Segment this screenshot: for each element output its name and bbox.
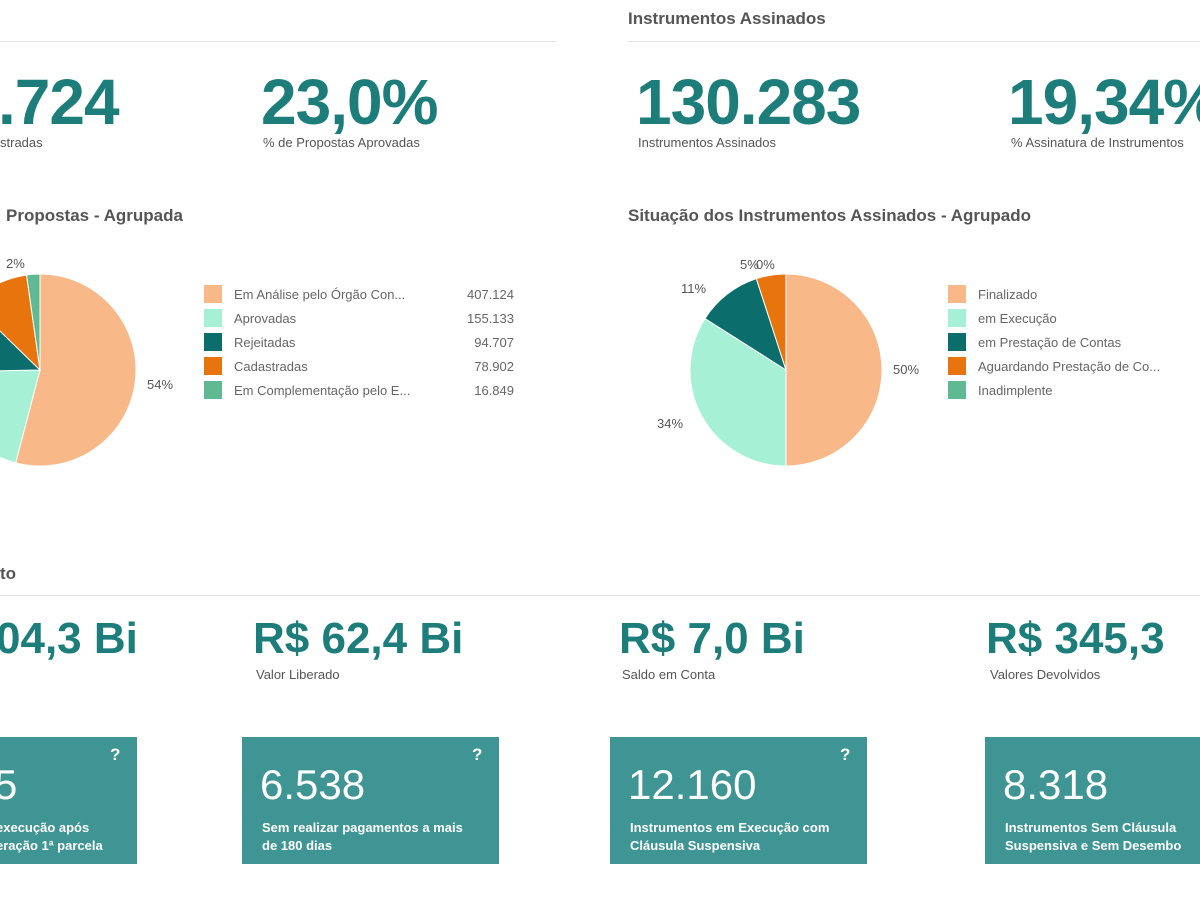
money-valores-devolvidos-clip: R$ 345,3 Valores Devolvidos — [986, 616, 1200, 686]
chart-right-pie — [689, 273, 883, 467]
money-valores-devolvidos-label: Valores Devolvidos — [990, 667, 1101, 682]
legend-swatch — [204, 381, 222, 399]
pie-slice-2[interactable] — [689, 317, 787, 467]
legend-value: 94.707 — [474, 334, 514, 350]
divider-top-right — [628, 41, 1200, 42]
section-title-instrumentos: Instrumentos Assinados — [628, 9, 826, 28]
chart-right-pct-0: 0% — [756, 257, 775, 272]
help-icon[interactable]: ? — [840, 745, 851, 764]
legend-item[interactable]: Inadimplente — [948, 380, 1200, 400]
legend-label: em Prestação de Contas — [978, 334, 1122, 350]
chart-right-pct-11: 11% — [681, 281, 707, 296]
chart-right-legend: Finalizado em Execução em Prestação de C… — [948, 284, 1200, 404]
chart-left-pct-2: 2% — [6, 256, 25, 271]
legend-label: Em Análise pelo Órgão Con... — [234, 286, 406, 302]
alert-card-value: 8.318 — [1003, 761, 1109, 808]
legend-label: Aguardando Prestação de Co... — [978, 358, 1161, 374]
alert-card-desc-line: Cláusula Suspensiva — [630, 838, 761, 853]
kpi-assinatura-clip: 19,34% % Assinatura de Instrumentos — [1008, 70, 1200, 160]
legend-item[interactable]: Aprovadas 155.133 — [204, 308, 514, 328]
chart-right-pct-34: 34% — [657, 416, 684, 431]
divider-top-left — [0, 41, 556, 42]
alert-card-sem-pagamentos[interactable]: 6.538 Sem realizar pagamentos a mais de … — [242, 737, 499, 864]
legend-value: 407.124 — [467, 286, 514, 302]
legend-item[interactable]: Aguardando Prestação de Co... — [948, 356, 1200, 376]
alert-card-desc-line: execução após — [0, 820, 90, 835]
kpi-propostas-aprovadas-label: % de Propostas Aprovadas — [263, 135, 420, 150]
chart-right-title: Situação dos Instrumentos Assinados - Ag… — [628, 206, 1032, 225]
alert-card-execucao-apos-parcela[interactable]: 5 execução após eração 1ª parcela ? — [0, 737, 137, 864]
chart-right-pct-5: 5% — [740, 257, 759, 272]
legend-item[interactable]: Em Complementação pelo E... 16.849 — [204, 380, 514, 400]
alert-card-description: execução após eração 1ª parcela — [0, 819, 136, 855]
legend-value: 155.133 — [467, 310, 514, 326]
kpi-instrumentos-assinados-value: 130.283 — [636, 66, 861, 138]
alert-card-sem-clausula-sem-desembolso[interactable]: 8.318 Instrumentos Sem Cláusula Suspensi… — [985, 737, 1200, 864]
money-valor-total-value: 04,3 Bi — [0, 614, 138, 663]
alert-card-desc-line: Instrumentos Sem Cláusula — [1005, 820, 1177, 835]
alert-card-value: 12.160 — [628, 761, 757, 808]
pie-slice-5[interactable] — [25, 273, 41, 371]
legend-swatch — [948, 333, 966, 351]
legend-swatch — [948, 381, 966, 399]
kpi-propostas-cadastradas-value: .724 — [0, 66, 120, 138]
pie-slice-2[interactable] — [0, 369, 41, 464]
alert-card-clausula-suspensiva[interactable]: 12.160 Instrumentos em Execução com Cláu… — [610, 737, 867, 864]
help-icon[interactable]: ? — [110, 745, 121, 764]
legend-item[interactable]: Em Análise pelo Órgão Con... 407.124 — [204, 284, 514, 304]
legend-swatch — [204, 357, 222, 375]
legend-item[interactable]: em Prestação de Contas — [948, 332, 1200, 352]
kpi-propostas-aprovadas-value: 23,0% — [261, 66, 438, 138]
money-valor-liberado-value: R$ 62,4 Bi — [253, 614, 464, 663]
chart-left-pct-54: 54% — [147, 377, 174, 392]
legend-swatch — [204, 285, 222, 303]
legend-item[interactable]: Rejeitadas 94.707 — [204, 332, 514, 352]
chart-left-legend: Em Análise pelo Órgão Con... 407.124 Apr… — [204, 284, 514, 404]
kpi-instrumentos-assinados-label: Instrumentos Assinados — [638, 135, 777, 150]
chart-right-pct-50: 50% — [893, 362, 920, 377]
kpi-assinatura-label: % Assinatura de Instrumentos — [1011, 135, 1184, 150]
pie-slice-3[interactable] — [704, 278, 787, 372]
legend-swatch — [204, 333, 222, 351]
legend-item[interactable]: em Execução — [948, 308, 1200, 328]
alert-card-desc-line: Suspensiva e Sem Desembo — [1005, 838, 1182, 853]
money-valor-liberado-label: Valor Liberado — [256, 667, 340, 682]
legend-swatch — [948, 309, 966, 327]
alert-card-description: Instrumentos em Execução com Cláusula Su… — [630, 819, 860, 855]
alert-card-desc-line: Instrumentos em Execução com — [630, 820, 830, 835]
divider-financial — [0, 595, 1200, 596]
legend-item[interactable]: Cadastradas 78.902 — [204, 356, 514, 376]
pie-slice-1[interactable] — [15, 273, 137, 467]
money-valores-devolvidos-value: R$ 345,3 — [986, 616, 1165, 663]
legend-item[interactable]: Finalizado — [948, 284, 1200, 304]
alert-card-description: Sem realizar pagamentos a mais de 180 di… — [262, 819, 492, 855]
legend-label: Aprovadas — [234, 310, 297, 326]
legend-swatch — [204, 309, 222, 327]
kpi-propostas-cadastradas-label: stradas — [0, 135, 43, 150]
alert-card-description: Instrumentos Sem Cláusula Suspensiva e S… — [1005, 819, 1200, 855]
legend-swatch — [948, 285, 966, 303]
legend-label: Inadimplente — [978, 382, 1053, 398]
chart-left-title: Propostas - Agrupada — [6, 206, 183, 225]
money-saldo-conta-value: R$ 7,0 Bi — [619, 614, 805, 663]
section-title-financeiro-fragment: to — [0, 564, 17, 583]
money-saldo-conta-label: Saldo em Conta — [622, 667, 716, 682]
legend-swatch — [948, 357, 966, 375]
alert-card-value: 5 — [0, 761, 18, 808]
legend-label: em Execução — [978, 310, 1057, 326]
alert-card-desc-line: de 180 dias — [262, 838, 333, 853]
legend-label: Cadastradas — [234, 358, 308, 374]
legend-label: Em Complementação pelo E... — [234, 382, 411, 398]
pie-slice-1[interactable] — [785, 273, 883, 467]
chart-left-pie — [0, 273, 137, 467]
alert-card-value: 6.538 — [260, 761, 366, 808]
legend-label: Finalizado — [978, 286, 1038, 302]
alert-card-desc-line: eração 1ª parcela — [0, 838, 103, 853]
legend-label: Rejeitadas — [234, 334, 296, 350]
kpi-assinatura-value: 19,34% — [1008, 70, 1200, 138]
alert-card-desc-line: Sem realizar pagamentos a mais — [262, 820, 463, 835]
legend-value: 78.902 — [474, 358, 514, 374]
legend-value: 16.849 — [474, 382, 514, 398]
help-icon[interactable]: ? — [472, 745, 483, 764]
